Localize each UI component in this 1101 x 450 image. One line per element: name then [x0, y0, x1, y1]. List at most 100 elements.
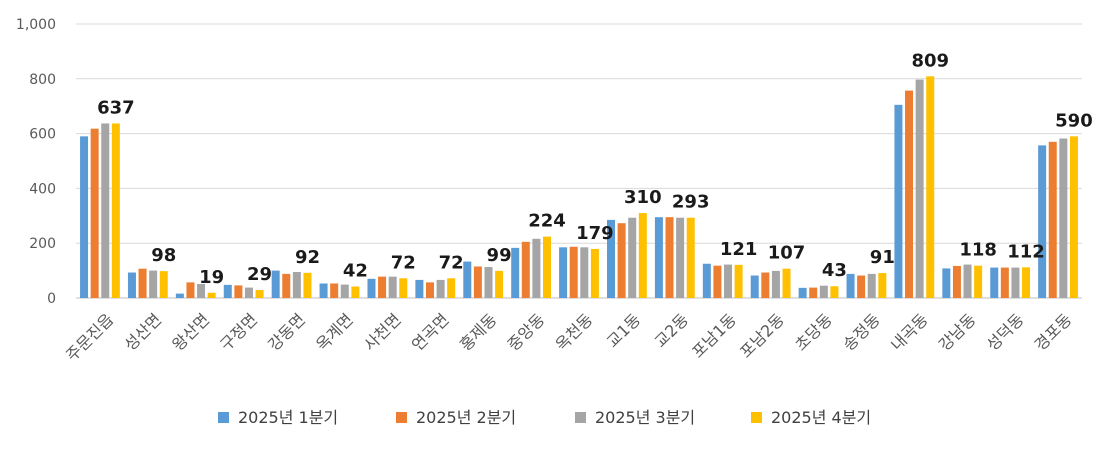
bars [80, 76, 1078, 298]
bar [702, 263, 711, 298]
bar [1038, 145, 1047, 298]
x-category-label: 강동면 [264, 310, 309, 355]
bar [425, 282, 434, 298]
legend-swatch [218, 412, 229, 423]
y-tick-label: 800 [29, 72, 56, 88]
bar [963, 264, 972, 298]
x-category-label: 사천면 [360, 310, 405, 355]
y-tick-label: 600 [29, 127, 56, 143]
x-category-label: 주문진읍 [62, 310, 117, 365]
data-label: 112 [1007, 241, 1045, 262]
data-label: 42 [343, 260, 368, 281]
bar [665, 217, 674, 298]
bar [750, 275, 759, 298]
bar [90, 128, 99, 298]
data-label: 809 [911, 50, 949, 71]
data-label: 637 [97, 97, 135, 118]
data-label: 43 [822, 260, 847, 281]
x-category-label: 옥천동 [552, 310, 597, 355]
bar [1048, 141, 1057, 298]
bar [1000, 267, 1009, 298]
bar [340, 284, 349, 298]
bar [617, 223, 626, 298]
data-label: 179 [576, 223, 614, 244]
bar [846, 273, 855, 298]
x-category-label: 홍제동 [456, 310, 501, 355]
bar [138, 268, 147, 298]
bar [809, 287, 818, 298]
data-label: 121 [720, 239, 758, 260]
bar [580, 247, 589, 298]
bar [367, 278, 376, 298]
bar [830, 286, 839, 298]
legend: 2025년 1분기 2025년 2분기 2025년 3분기 2025년 4분기 [218, 408, 871, 427]
data-label: 19 [199, 267, 224, 288]
bar [590, 248, 599, 298]
bar [223, 284, 232, 298]
x-category-label: 내곡동 [887, 310, 932, 355]
x-category-label: 초당동 [791, 310, 836, 355]
bar [942, 268, 951, 298]
bar [159, 271, 168, 298]
x-category-label: 송정동 [839, 310, 884, 355]
data-label: 99 [487, 245, 512, 266]
bar [447, 278, 456, 298]
bar [819, 285, 828, 298]
x-category-label: 성덕동 [983, 310, 1028, 355]
bar [415, 279, 424, 298]
data-label: 224 [528, 211, 566, 232]
data-label: 310 [624, 187, 662, 208]
bar [1022, 267, 1031, 298]
bar [388, 276, 397, 298]
bar [303, 272, 312, 298]
gridlines [76, 23, 1082, 299]
bar [532, 238, 541, 298]
bar [521, 241, 530, 298]
bar [234, 285, 243, 298]
bar [559, 247, 568, 298]
bar [1011, 267, 1020, 298]
bar [542, 236, 551, 298]
bar [399, 278, 408, 298]
bar [771, 270, 780, 298]
bar [282, 273, 291, 298]
legend-swatch [396, 412, 407, 423]
y-axis-ticks: 0 200 400 600 800 1,000 [16, 17, 56, 307]
bar [974, 265, 983, 298]
bar [926, 76, 935, 298]
bar [149, 270, 158, 298]
bar [207, 292, 216, 298]
bar [569, 246, 578, 298]
data-labels: 637 98 19 29 92 42 72 72 99 224 179 310 293 121 107 43 9… [97, 50, 1093, 287]
bar [495, 270, 504, 298]
data-label: 92 [295, 247, 320, 268]
bar [628, 217, 637, 298]
bar [378, 276, 387, 298]
legend-label: 2025년 3분기 [595, 408, 695, 427]
data-label: 98 [151, 245, 176, 266]
bar [713, 265, 722, 298]
data-label: 91 [870, 247, 895, 268]
bar [798, 287, 807, 298]
bar [186, 282, 195, 298]
bar [1059, 138, 1068, 298]
bar [511, 247, 520, 298]
x-category-label: 포남1동 [688, 310, 740, 362]
bar [915, 79, 924, 298]
data-label: 29 [247, 264, 272, 285]
x-category-label: 중앙동 [504, 310, 549, 355]
bar [894, 104, 903, 298]
x-category-label: 포남2동 [736, 310, 788, 362]
bar [292, 271, 301, 298]
bar [244, 287, 253, 298]
x-category-label: 경포동 [1031, 310, 1076, 355]
x-category-label: 옥계면 [312, 310, 357, 355]
data-label: 107 [768, 243, 806, 264]
bar [952, 265, 961, 298]
bar [484, 267, 493, 298]
legend-swatch [575, 412, 586, 423]
bar [638, 213, 647, 298]
bar [255, 290, 264, 298]
